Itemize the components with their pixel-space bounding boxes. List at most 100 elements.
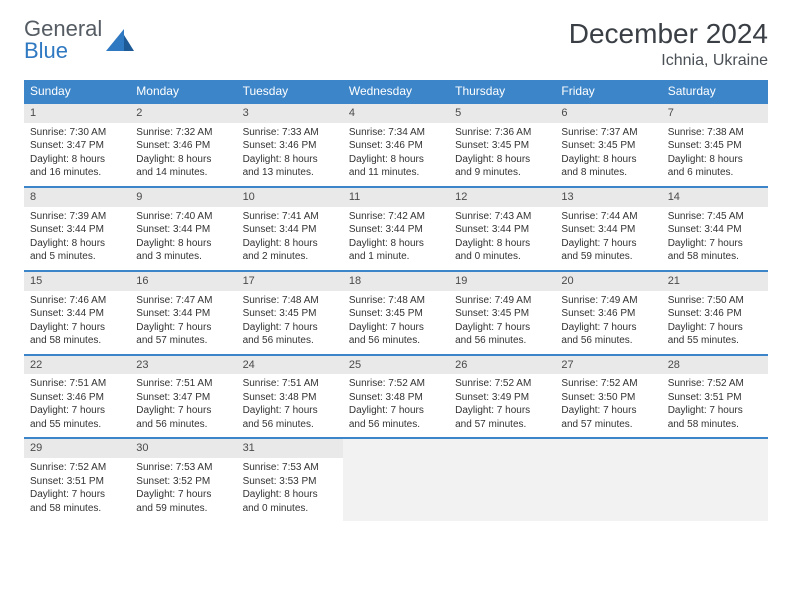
day-details: Sunrise: 7:42 AMSunset: 3:44 PMDaylight:… <box>343 207 449 264</box>
calendar-day: 5Sunrise: 7:36 AMSunset: 3:45 PMDaylight… <box>449 104 555 186</box>
daylight-text: Daylight: 8 hours and 16 minutes. <box>30 153 124 180</box>
calendar-day: 17Sunrise: 7:48 AMSunset: 3:45 PMDayligh… <box>237 272 343 354</box>
sunset-text: Sunset: 3:44 PM <box>136 307 230 321</box>
day-details: Sunrise: 7:49 AMSunset: 3:46 PMDaylight:… <box>555 291 661 348</box>
weekday-header: Saturday <box>662 80 768 102</box>
sunset-text: Sunset: 3:44 PM <box>668 223 762 237</box>
calendar-day: 21Sunrise: 7:50 AMSunset: 3:46 PMDayligh… <box>662 272 768 354</box>
day-number: 9 <box>130 188 236 207</box>
calendar-day <box>343 439 449 521</box>
calendar-day: 20Sunrise: 7:49 AMSunset: 3:46 PMDayligh… <box>555 272 661 354</box>
sunset-text: Sunset: 3:44 PM <box>30 223 124 237</box>
sunrise-text: Sunrise: 7:33 AM <box>243 126 337 140</box>
calendar-day: 4Sunrise: 7:34 AMSunset: 3:46 PMDaylight… <box>343 104 449 186</box>
daylight-text: Daylight: 8 hours and 13 minutes. <box>243 153 337 180</box>
day-details: Sunrise: 7:40 AMSunset: 3:44 PMDaylight:… <box>130 207 236 264</box>
calendar-day: 23Sunrise: 7:51 AMSunset: 3:47 PMDayligh… <box>130 356 236 438</box>
calendar-day: 26Sunrise: 7:52 AMSunset: 3:49 PMDayligh… <box>449 356 555 438</box>
sunrise-text: Sunrise: 7:53 AM <box>136 461 230 475</box>
day-number: 22 <box>24 356 130 375</box>
daylight-text: Daylight: 8 hours and 0 minutes. <box>243 488 337 515</box>
calendar-day: 27Sunrise: 7:52 AMSunset: 3:50 PMDayligh… <box>555 356 661 438</box>
calendar-day: 25Sunrise: 7:52 AMSunset: 3:48 PMDayligh… <box>343 356 449 438</box>
day-details: Sunrise: 7:52 AMSunset: 3:50 PMDaylight:… <box>555 374 661 431</box>
calendar-day: 6Sunrise: 7:37 AMSunset: 3:45 PMDaylight… <box>555 104 661 186</box>
daylight-text: Daylight: 7 hours and 59 minutes. <box>136 488 230 515</box>
day-details: Sunrise: 7:44 AMSunset: 3:44 PMDaylight:… <box>555 207 661 264</box>
day-number: 10 <box>237 188 343 207</box>
calendar-day <box>555 439 661 521</box>
day-details: Sunrise: 7:30 AMSunset: 3:47 PMDaylight:… <box>24 123 130 180</box>
day-number: 28 <box>662 356 768 375</box>
calendar-day: 14Sunrise: 7:45 AMSunset: 3:44 PMDayligh… <box>662 188 768 270</box>
page-header: General Blue December 2024 Ichnia, Ukrai… <box>24 18 768 70</box>
daylight-text: Daylight: 8 hours and 14 minutes. <box>136 153 230 180</box>
calendar-day: 28Sunrise: 7:52 AMSunset: 3:51 PMDayligh… <box>662 356 768 438</box>
sunrise-text: Sunrise: 7:48 AM <box>243 294 337 308</box>
sunrise-text: Sunrise: 7:45 AM <box>668 210 762 224</box>
sunset-text: Sunset: 3:44 PM <box>243 223 337 237</box>
sunrise-text: Sunrise: 7:51 AM <box>243 377 337 391</box>
week-row: 8Sunrise: 7:39 AMSunset: 3:44 PMDaylight… <box>24 186 768 270</box>
sunset-text: Sunset: 3:49 PM <box>455 391 549 405</box>
sunset-text: Sunset: 3:45 PM <box>243 307 337 321</box>
daylight-text: Daylight: 7 hours and 59 minutes. <box>561 237 655 264</box>
calendar-day: 30Sunrise: 7:53 AMSunset: 3:52 PMDayligh… <box>130 439 236 521</box>
daylight-text: Daylight: 8 hours and 2 minutes. <box>243 237 337 264</box>
sunset-text: Sunset: 3:46 PM <box>136 139 230 153</box>
day-details: Sunrise: 7:48 AMSunset: 3:45 PMDaylight:… <box>343 291 449 348</box>
daylight-text: Daylight: 7 hours and 57 minutes. <box>455 404 549 431</box>
calendar-day: 11Sunrise: 7:42 AMSunset: 3:44 PMDayligh… <box>343 188 449 270</box>
month-title: December 2024 <box>569 18 768 50</box>
day-number: 2 <box>130 104 236 123</box>
daylight-text: Daylight: 7 hours and 58 minutes. <box>30 321 124 348</box>
daylight-text: Daylight: 7 hours and 55 minutes. <box>30 404 124 431</box>
day-details: Sunrise: 7:45 AMSunset: 3:44 PMDaylight:… <box>662 207 768 264</box>
weekday-header: Sunday <box>24 80 130 102</box>
sunset-text: Sunset: 3:51 PM <box>668 391 762 405</box>
calendar-day: 13Sunrise: 7:44 AMSunset: 3:44 PMDayligh… <box>555 188 661 270</box>
logo-text-blue: Blue <box>24 38 68 63</box>
weekday-header: Friday <box>555 80 661 102</box>
sunset-text: Sunset: 3:46 PM <box>668 307 762 321</box>
day-number: 1 <box>24 104 130 123</box>
day-details: Sunrise: 7:49 AMSunset: 3:45 PMDaylight:… <box>449 291 555 348</box>
daylight-text: Daylight: 7 hours and 56 minutes. <box>243 321 337 348</box>
daylight-text: Daylight: 7 hours and 56 minutes. <box>455 321 549 348</box>
sunrise-text: Sunrise: 7:48 AM <box>349 294 443 308</box>
day-details: Sunrise: 7:53 AMSunset: 3:52 PMDaylight:… <box>130 458 236 515</box>
calendar-day: 29Sunrise: 7:52 AMSunset: 3:51 PMDayligh… <box>24 439 130 521</box>
sunset-text: Sunset: 3:44 PM <box>455 223 549 237</box>
daylight-text: Daylight: 7 hours and 56 minutes. <box>561 321 655 348</box>
calendar-page: General Blue December 2024 Ichnia, Ukrai… <box>0 0 792 521</box>
day-number: 18 <box>343 272 449 291</box>
weekday-header-row: SundayMondayTuesdayWednesdayThursdayFrid… <box>24 80 768 102</box>
daylight-text: Daylight: 7 hours and 55 minutes. <box>668 321 762 348</box>
sunset-text: Sunset: 3:52 PM <box>136 475 230 489</box>
daylight-text: Daylight: 7 hours and 56 minutes. <box>136 404 230 431</box>
calendar-day: 15Sunrise: 7:46 AMSunset: 3:44 PMDayligh… <box>24 272 130 354</box>
daylight-text: Daylight: 7 hours and 57 minutes. <box>136 321 230 348</box>
weekday-header: Tuesday <box>237 80 343 102</box>
calendar-day: 9Sunrise: 7:40 AMSunset: 3:44 PMDaylight… <box>130 188 236 270</box>
day-number: 29 <box>24 439 130 458</box>
calendar-day <box>662 439 768 521</box>
calendar-day: 24Sunrise: 7:51 AMSunset: 3:48 PMDayligh… <box>237 356 343 438</box>
daylight-text: Daylight: 7 hours and 56 minutes. <box>349 404 443 431</box>
calendar-day: 19Sunrise: 7:49 AMSunset: 3:45 PMDayligh… <box>449 272 555 354</box>
day-number: 14 <box>662 188 768 207</box>
day-number: 3 <box>237 104 343 123</box>
calendar-day: 1Sunrise: 7:30 AMSunset: 3:47 PMDaylight… <box>24 104 130 186</box>
day-number: 8 <box>24 188 130 207</box>
sunrise-text: Sunrise: 7:42 AM <box>349 210 443 224</box>
daylight-text: Daylight: 7 hours and 58 minutes. <box>668 237 762 264</box>
day-number: 27 <box>555 356 661 375</box>
calendar-day: 22Sunrise: 7:51 AMSunset: 3:46 PMDayligh… <box>24 356 130 438</box>
day-details: Sunrise: 7:53 AMSunset: 3:53 PMDaylight:… <box>237 458 343 515</box>
day-number: 26 <box>449 356 555 375</box>
sunrise-text: Sunrise: 7:39 AM <box>30 210 124 224</box>
daylight-text: Daylight: 7 hours and 58 minutes. <box>668 404 762 431</box>
week-row: 29Sunrise: 7:52 AMSunset: 3:51 PMDayligh… <box>24 437 768 521</box>
weeks-container: 1Sunrise: 7:30 AMSunset: 3:47 PMDaylight… <box>24 102 768 521</box>
day-details: Sunrise: 7:50 AMSunset: 3:46 PMDaylight:… <box>662 291 768 348</box>
